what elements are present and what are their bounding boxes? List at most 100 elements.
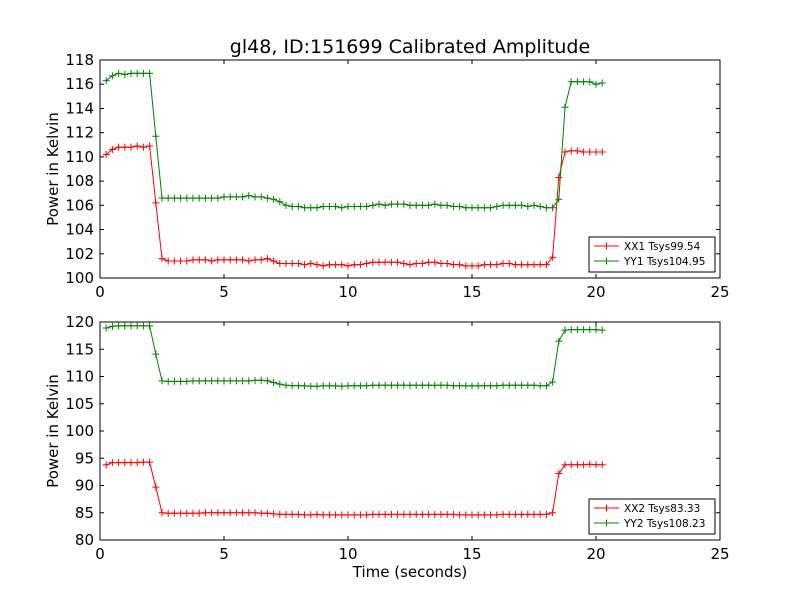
data-point-marker <box>164 377 172 385</box>
data-point-marker <box>338 382 346 390</box>
y-tick-label: 100 <box>65 422 94 440</box>
data-point-marker <box>462 204 470 212</box>
data-point-marker <box>177 257 185 265</box>
data-point-marker <box>177 194 185 202</box>
data-point-marker <box>201 256 209 264</box>
data-point-marker <box>592 326 600 334</box>
data-point-marker <box>270 195 278 203</box>
data-point-marker <box>195 256 203 264</box>
y-tick-label: 95 <box>75 449 94 467</box>
data-point-marker <box>536 382 544 390</box>
legend-box <box>588 236 716 273</box>
data-point-marker <box>220 509 228 517</box>
data-point-marker <box>400 200 408 208</box>
data-point-marker <box>505 201 513 209</box>
data-point-marker <box>183 377 191 385</box>
y-tick-label: 110 <box>65 148 94 166</box>
data-point-marker <box>127 322 135 330</box>
data-point-marker <box>505 510 513 518</box>
data-point-marker <box>276 198 284 206</box>
data-point-marker <box>195 509 203 517</box>
y-tick-label: 115 <box>65 340 94 358</box>
data-point-marker <box>456 511 464 519</box>
data-point-marker <box>152 199 160 207</box>
data-point-marker <box>226 377 234 385</box>
data-point-marker <box>164 194 172 202</box>
data-point-marker <box>431 258 439 266</box>
data-point-marker <box>338 204 346 212</box>
data-point-marker <box>108 459 116 467</box>
data-point-marker <box>245 192 253 200</box>
data-point-marker <box>214 509 222 517</box>
data-point-marker <box>263 194 271 202</box>
data-point-marker <box>394 258 402 266</box>
data-point-marker <box>412 201 420 209</box>
data-point-marker <box>257 256 265 264</box>
data-point-marker <box>102 461 110 469</box>
data-point-marker <box>356 203 364 211</box>
data-point-marker <box>456 382 464 390</box>
data-point-marker <box>102 324 110 332</box>
data-point-marker <box>431 381 439 389</box>
data-point-marker <box>387 200 395 208</box>
data-point-marker <box>232 256 240 264</box>
data-point-marker <box>208 509 216 517</box>
data-point-marker <box>580 461 588 469</box>
legend-label: YY1 Tsys104.95 <box>623 256 705 268</box>
data-point-marker <box>555 470 563 478</box>
data-point-marker <box>307 204 315 212</box>
data-point-marker <box>288 203 296 211</box>
data-point-marker <box>245 509 253 517</box>
data-point-marker <box>561 148 569 156</box>
data-point-marker <box>195 377 203 385</box>
data-point-marker <box>431 510 439 518</box>
data-point-marker <box>567 147 575 155</box>
data-point-marker <box>567 326 575 334</box>
data-point-marker <box>332 511 340 519</box>
data-point-marker <box>282 510 290 518</box>
data-point-marker <box>406 261 414 269</box>
data-point-marker <box>220 193 228 201</box>
data-point-marker <box>183 194 191 202</box>
data-point-marker <box>115 69 123 77</box>
data-point-marker <box>381 510 389 518</box>
data-point-marker <box>462 511 470 519</box>
data-point-marker <box>121 322 129 330</box>
data-point-marker <box>146 69 154 77</box>
data-point-marker <box>158 377 166 385</box>
data-point-marker <box>468 511 476 519</box>
data-point-marker <box>443 201 451 209</box>
data-point-marker <box>592 80 600 88</box>
data-point-marker <box>530 510 538 518</box>
data-point-marker <box>344 203 352 211</box>
data-point-marker <box>301 261 309 269</box>
data-point-marker <box>394 381 402 389</box>
data-point-marker <box>177 509 185 517</box>
data-point-marker <box>487 382 495 390</box>
data-point-marker <box>170 509 178 517</box>
data-point-marker <box>394 510 402 518</box>
legend-marker <box>603 519 610 527</box>
data-point-marker <box>437 381 445 389</box>
data-point-marker <box>524 203 532 211</box>
data-point-marker <box>431 200 439 208</box>
data-point-marker <box>462 382 470 390</box>
data-point-marker <box>214 256 222 264</box>
data-point-marker <box>307 382 315 390</box>
data-point-marker <box>177 377 185 385</box>
data-point-marker <box>220 256 228 264</box>
data-point-marker <box>146 322 154 330</box>
data-point-marker <box>201 194 209 202</box>
data-point-marker <box>344 262 352 270</box>
data-point-marker <box>226 509 234 517</box>
data-point-marker <box>437 201 445 209</box>
data-point-marker <box>487 261 495 269</box>
data-point-marker <box>276 259 284 267</box>
data-point-marker <box>183 509 191 517</box>
x-tick-label: 5 <box>219 545 229 563</box>
legend-label: YY2 Tsys108.23 <box>623 518 705 530</box>
data-point-marker <box>356 382 364 390</box>
data-point-marker <box>381 258 389 266</box>
data-point-marker <box>387 510 395 518</box>
y-tick-label: 85 <box>75 504 94 522</box>
